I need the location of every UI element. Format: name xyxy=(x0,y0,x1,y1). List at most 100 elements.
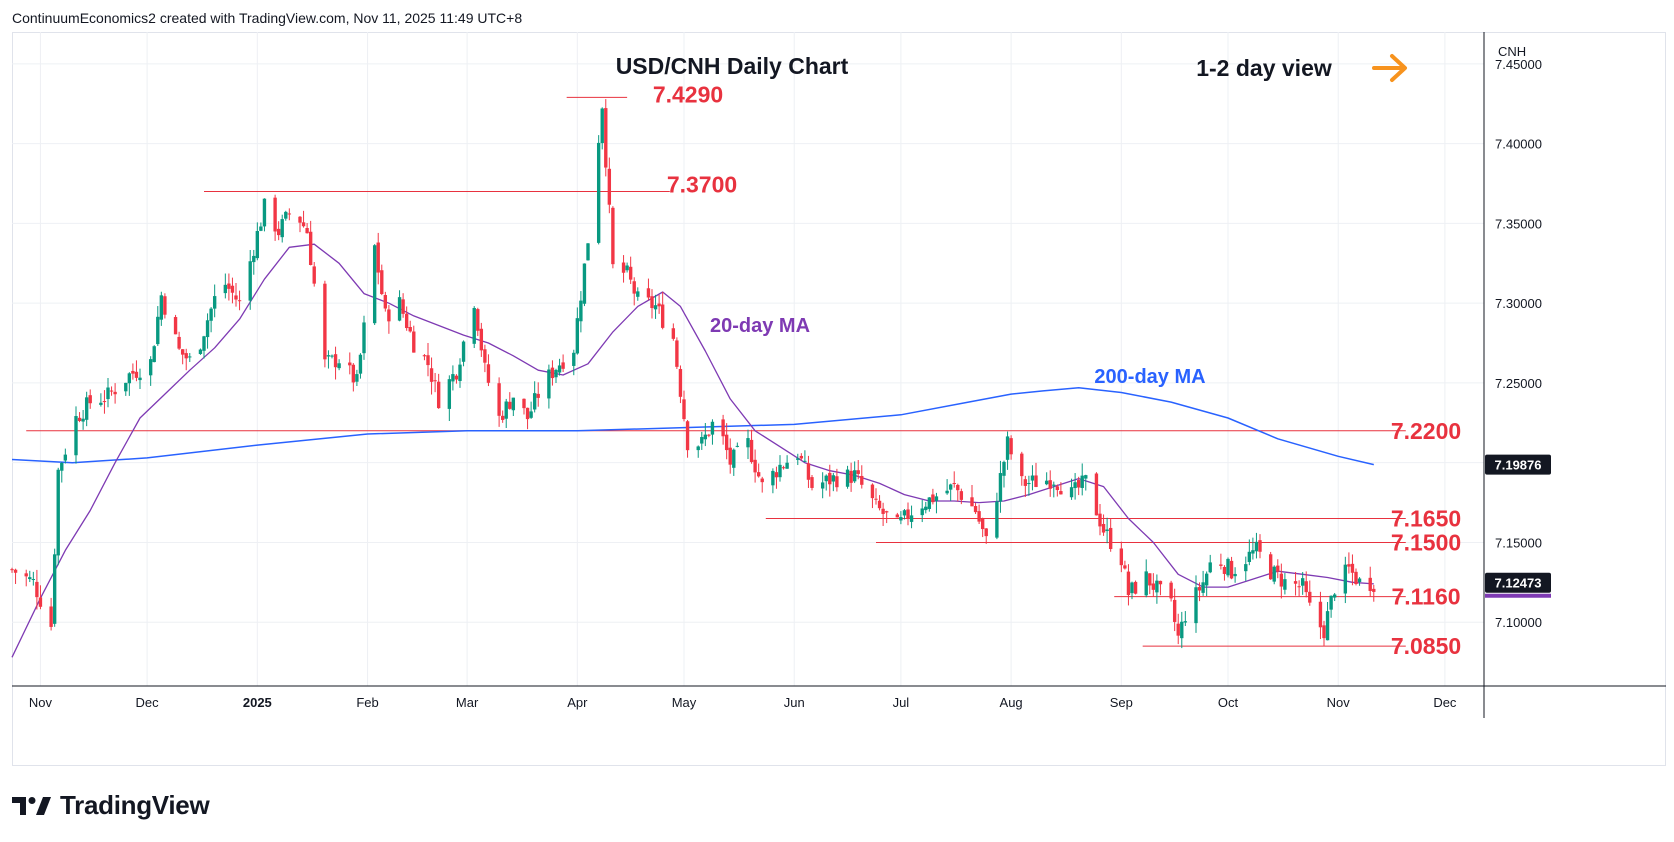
candle-body xyxy=(173,317,178,335)
candle-body xyxy=(511,397,516,411)
candle-body xyxy=(1172,599,1177,622)
candle-body xyxy=(1059,491,1063,495)
candle-body xyxy=(927,497,932,509)
candle-body xyxy=(326,355,331,357)
candle-body xyxy=(223,284,228,294)
candle-body xyxy=(500,415,505,420)
candle-body xyxy=(732,449,736,468)
candle-body xyxy=(860,475,864,485)
candle-body xyxy=(376,242,380,273)
candle-body xyxy=(785,462,789,469)
candle-body xyxy=(31,579,36,581)
candle-body xyxy=(479,328,484,351)
candle-body xyxy=(600,108,604,144)
x-tick-label: 2025 xyxy=(243,695,272,710)
y-tick-label: 7.45000 xyxy=(1495,57,1542,72)
candle-body xyxy=(177,336,181,349)
candle-body xyxy=(447,379,452,409)
candle-body xyxy=(611,207,615,265)
price-tags: 7.19876 7.12473 xyxy=(1485,454,1551,598)
candle-body xyxy=(426,355,430,366)
candle-body xyxy=(1123,565,1127,569)
x-tick-label: Jul xyxy=(893,695,910,710)
candle-body xyxy=(134,371,139,378)
candle-body xyxy=(301,222,306,227)
candle-body xyxy=(1304,581,1308,593)
candle-body xyxy=(422,355,427,357)
candle-body xyxy=(625,265,629,271)
candle-body xyxy=(1272,566,1276,582)
candle-body xyxy=(948,484,953,490)
level-label: 7.4290 xyxy=(653,81,723,107)
candle-body xyxy=(1130,582,1134,594)
candle-body xyxy=(429,368,434,382)
candle-body xyxy=(952,483,956,485)
candle-body xyxy=(259,226,263,231)
candle-body xyxy=(127,373,132,384)
candle-body xyxy=(198,349,203,355)
candle-body xyxy=(280,219,284,238)
candle-body xyxy=(38,597,43,607)
candle-body xyxy=(109,390,114,392)
candle-body xyxy=(998,473,1003,502)
candle-body xyxy=(358,354,363,374)
candle-body xyxy=(1023,479,1028,486)
candle-body xyxy=(1151,583,1156,590)
ma200-price-tag-text: 7.19876 xyxy=(1495,458,1542,473)
chart-title: USD/CNH Daily Chart xyxy=(616,53,849,79)
candle-body xyxy=(63,454,68,461)
candle-body xyxy=(486,364,491,383)
candle-body xyxy=(1101,523,1106,533)
candle-body xyxy=(52,554,57,624)
candle-body xyxy=(746,438,750,448)
candle-body xyxy=(973,506,978,513)
view-label: 1-2 day view xyxy=(1196,55,1332,81)
candle-body xyxy=(362,322,366,354)
candle-body xyxy=(1020,453,1024,477)
candle-body xyxy=(383,295,388,309)
candle-body xyxy=(522,398,526,409)
tradingview-brand[interactable]: TradingView xyxy=(12,790,210,821)
candle-body xyxy=(330,355,334,357)
candle-body xyxy=(572,352,576,366)
current-price-tag-text: 7.12473 xyxy=(1495,576,1542,591)
candle-body xyxy=(529,411,533,418)
candle-body xyxy=(796,458,800,460)
candle-body xyxy=(188,356,192,358)
candle-body xyxy=(596,142,601,243)
candle-body xyxy=(902,510,907,516)
candle-body xyxy=(1297,586,1301,588)
candle-body xyxy=(397,297,402,321)
candle-body xyxy=(749,439,754,463)
candle-body xyxy=(504,401,508,419)
candle-body xyxy=(28,577,32,580)
candle-body xyxy=(931,494,935,503)
ma20-label: 20-day MA xyxy=(710,315,810,337)
right-arrow-icon xyxy=(1372,54,1407,82)
candle-body xyxy=(1073,482,1077,489)
ma20-price-tag-strip xyxy=(1485,593,1551,598)
candle-body xyxy=(703,434,708,440)
candle-body xyxy=(230,285,235,293)
candle-body xyxy=(152,346,156,363)
candle-body xyxy=(372,245,377,324)
candle-body xyxy=(984,528,988,537)
candle-body xyxy=(525,407,530,420)
x-tick-label: Nov xyxy=(29,695,53,710)
candle-body xyxy=(977,511,981,522)
candle-body xyxy=(156,316,160,345)
candle-body xyxy=(49,606,53,627)
candle-body xyxy=(557,365,562,373)
candle-body xyxy=(874,498,878,500)
candle-body xyxy=(1258,540,1262,552)
candle-body xyxy=(760,478,764,483)
y-tick-label: 7.35000 xyxy=(1495,216,1542,231)
candle-body xyxy=(959,491,964,500)
candle-body xyxy=(348,362,352,366)
candle-body xyxy=(77,417,82,421)
candle-body xyxy=(675,340,679,367)
candle-body xyxy=(906,509,910,520)
candle-body xyxy=(909,515,914,522)
candle-body xyxy=(1158,580,1163,585)
